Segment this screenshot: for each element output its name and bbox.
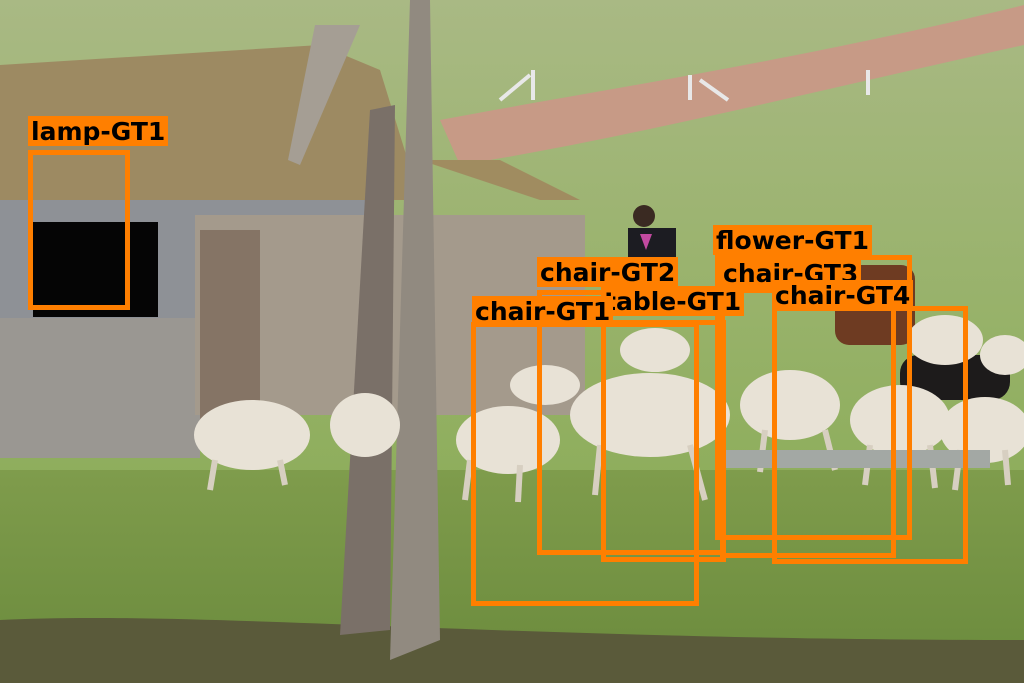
chair-gt4-bounding-box [772, 306, 968, 564]
ground-fence [720, 450, 990, 468]
flower-label: flower-GT1 [713, 225, 872, 255]
chair-gt2-label: chair-GT2 [537, 257, 679, 287]
tree-trunks [288, 0, 440, 660]
dirt-patch [0, 617, 1024, 683]
dirt-path [440, 5, 1024, 165]
lamp-label: lamp-GT1 [28, 116, 169, 146]
distant-fence [498, 70, 870, 102]
lamp-bounding-box [28, 150, 130, 310]
table-label: table-GT1 [601, 286, 745, 316]
flower-bounding-box [715, 255, 912, 540]
table-bounding-box [601, 320, 726, 562]
chair-gt4-label: chair-GT4 [772, 280, 914, 310]
chair-gt1-label: chair-GT1 [472, 296, 614, 326]
